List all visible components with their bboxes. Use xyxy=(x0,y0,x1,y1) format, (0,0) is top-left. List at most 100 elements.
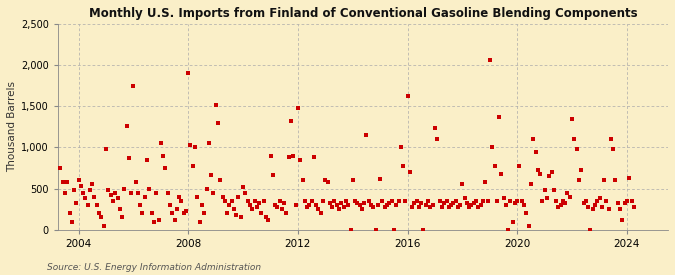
Point xyxy=(251,205,262,209)
Point xyxy=(96,215,107,220)
Point xyxy=(236,215,246,220)
Point xyxy=(462,201,472,206)
Point xyxy=(84,188,95,192)
Point xyxy=(414,205,425,209)
Point xyxy=(411,199,422,203)
Point xyxy=(466,203,477,207)
Point xyxy=(583,205,593,209)
Point xyxy=(190,145,200,150)
Point xyxy=(224,203,235,207)
Point xyxy=(457,182,468,187)
Point xyxy=(512,199,522,203)
Point xyxy=(421,203,431,207)
Point xyxy=(576,168,587,173)
Point xyxy=(404,170,415,174)
Point xyxy=(146,211,157,216)
Point xyxy=(256,211,267,216)
Point xyxy=(188,163,198,168)
Point xyxy=(464,205,475,209)
Point xyxy=(219,199,230,203)
Point xyxy=(263,218,273,222)
Point xyxy=(485,58,495,62)
Point xyxy=(124,156,134,160)
Point xyxy=(448,201,459,206)
Point xyxy=(162,191,173,195)
Point xyxy=(348,178,358,183)
Point xyxy=(194,219,205,224)
Point xyxy=(254,201,265,206)
Point xyxy=(208,191,219,195)
Point xyxy=(82,203,93,207)
Point xyxy=(446,203,456,207)
Point xyxy=(608,147,618,151)
Point xyxy=(493,115,504,119)
Point xyxy=(359,201,370,206)
Point xyxy=(622,199,632,203)
Point xyxy=(215,178,225,183)
Point xyxy=(510,201,520,206)
Point xyxy=(587,207,598,211)
Point xyxy=(560,201,570,206)
Point xyxy=(470,199,481,203)
Point xyxy=(279,201,290,206)
Point xyxy=(126,191,136,195)
Point xyxy=(612,201,623,206)
Point xyxy=(391,203,402,207)
Point xyxy=(407,205,418,209)
Point xyxy=(249,199,260,203)
Point xyxy=(389,228,400,232)
Point xyxy=(381,203,392,207)
Point xyxy=(272,205,283,209)
Point xyxy=(265,153,276,158)
Point xyxy=(434,199,445,203)
Point xyxy=(398,163,408,168)
Point xyxy=(601,199,612,203)
Point xyxy=(109,191,120,195)
Point xyxy=(480,180,491,184)
Point xyxy=(589,203,600,207)
Point xyxy=(288,153,298,158)
Point xyxy=(507,219,518,224)
Point xyxy=(71,201,82,206)
Point xyxy=(201,186,212,191)
Point xyxy=(114,207,125,211)
Point xyxy=(183,71,194,76)
Point xyxy=(92,203,103,207)
Point xyxy=(69,188,80,192)
Point xyxy=(160,166,171,170)
Point xyxy=(169,218,180,222)
Point xyxy=(196,203,207,207)
Point xyxy=(384,201,395,206)
Point xyxy=(533,168,543,173)
Point xyxy=(158,153,169,158)
Point xyxy=(548,188,559,192)
Point xyxy=(327,205,338,209)
Point xyxy=(491,199,502,203)
Point xyxy=(393,199,404,203)
Point xyxy=(603,207,614,211)
Point xyxy=(107,199,118,203)
Point xyxy=(340,199,351,203)
Point xyxy=(478,199,489,203)
Point xyxy=(213,120,223,125)
Point xyxy=(181,209,192,213)
Point xyxy=(571,147,582,151)
Point xyxy=(361,133,372,137)
Point xyxy=(105,193,116,197)
Point xyxy=(331,203,342,207)
Point xyxy=(425,205,436,209)
Point xyxy=(238,185,248,189)
Point xyxy=(368,205,379,209)
Point xyxy=(333,207,344,211)
Point xyxy=(375,177,385,181)
Point xyxy=(338,205,349,209)
Point xyxy=(544,174,555,178)
Point xyxy=(373,203,383,207)
Point xyxy=(503,228,514,232)
Point xyxy=(284,155,294,160)
Point xyxy=(261,215,271,220)
Point xyxy=(473,205,484,209)
Point xyxy=(73,178,84,183)
Point xyxy=(396,145,406,150)
Point xyxy=(615,207,626,211)
